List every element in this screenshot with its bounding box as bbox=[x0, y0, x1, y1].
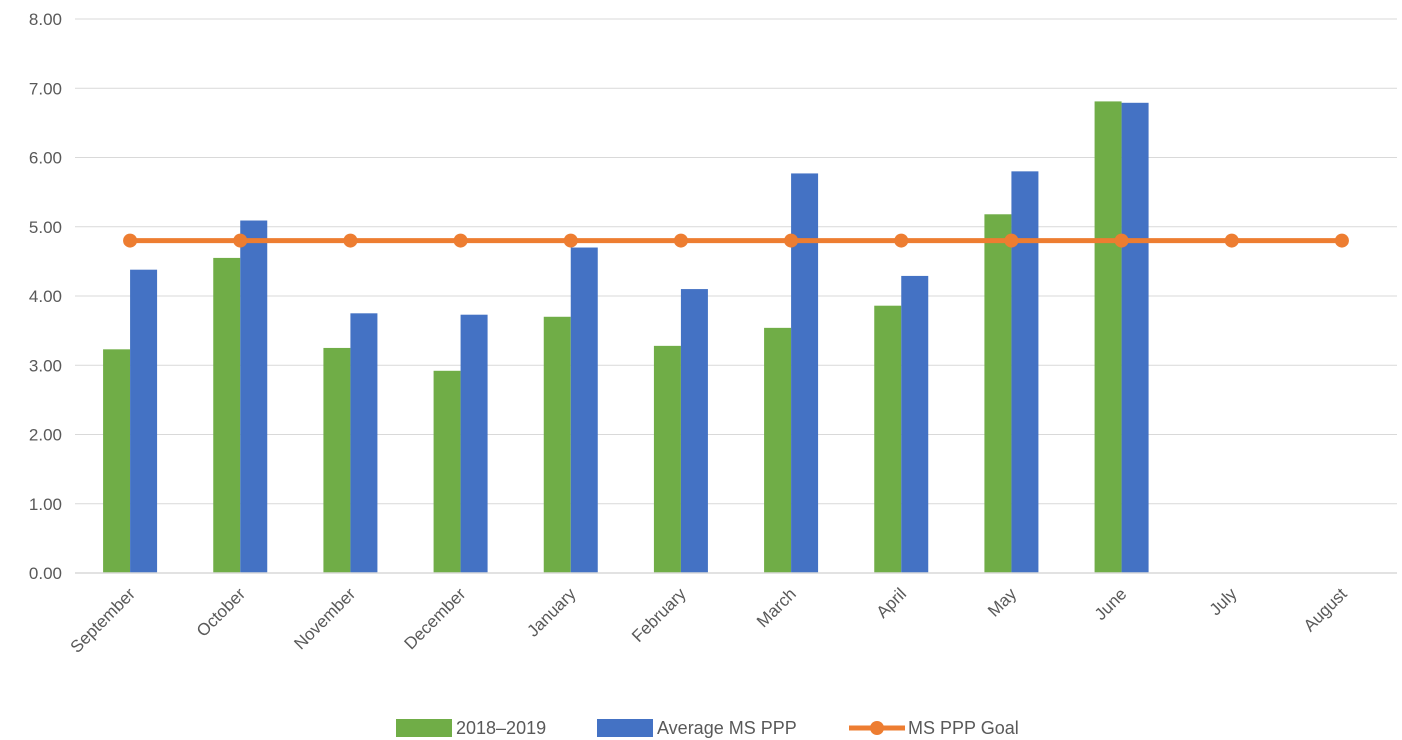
series-point bbox=[343, 233, 358, 248]
legend-swatch bbox=[396, 719, 452, 737]
y-tick-label: 3.00 bbox=[29, 356, 62, 375]
y-tick-label: 6.00 bbox=[29, 149, 62, 168]
bar bbox=[984, 214, 1012, 573]
bar bbox=[130, 269, 158, 573]
bar bbox=[213, 257, 241, 573]
y-tick-label: 5.00 bbox=[29, 218, 62, 237]
bar bbox=[874, 305, 902, 573]
series-point bbox=[784, 233, 799, 248]
series-point bbox=[123, 233, 138, 248]
bar bbox=[240, 220, 268, 573]
gridlines bbox=[75, 18, 1397, 505]
series-point bbox=[563, 233, 578, 248]
x-tick-label: January bbox=[523, 584, 580, 641]
series-point bbox=[894, 233, 909, 248]
y-tick-label: 0.00 bbox=[29, 564, 62, 583]
series-point bbox=[1114, 233, 1129, 248]
series-point bbox=[1004, 233, 1019, 248]
series-point bbox=[1224, 233, 1239, 248]
x-tick-label: July bbox=[1206, 584, 1241, 619]
y-tick-label: 1.00 bbox=[29, 495, 62, 514]
x-tick-label: September bbox=[67, 584, 139, 656]
bar bbox=[570, 247, 598, 573]
y-tick-label: 8.00 bbox=[29, 10, 62, 29]
bar bbox=[901, 275, 929, 573]
bar bbox=[791, 173, 819, 574]
x-tick-label: October bbox=[193, 584, 249, 640]
bar bbox=[1094, 101, 1122, 573]
bar bbox=[323, 347, 351, 573]
bar bbox=[433, 370, 461, 573]
x-tick-label: June bbox=[1091, 584, 1131, 624]
x-tick-label: March bbox=[753, 584, 800, 631]
x-axis-ticks: September October November December January F… bbox=[67, 584, 1351, 657]
x-tick-label: April bbox=[873, 584, 910, 621]
series-point bbox=[233, 233, 248, 248]
legend-swatch bbox=[597, 719, 653, 737]
series-point bbox=[453, 233, 468, 248]
bar bbox=[1011, 171, 1039, 573]
legend: 2018–2019 Average MS PPP MS PPP Goal bbox=[396, 718, 1019, 738]
y-tick-label: 7.00 bbox=[29, 79, 62, 98]
x-tick-label: February bbox=[628, 584, 690, 646]
legend-marker bbox=[870, 721, 884, 735]
bar bbox=[764, 327, 792, 573]
bar bbox=[543, 316, 571, 573]
bar bbox=[680, 289, 708, 573]
legend-label: Average MS PPP bbox=[657, 718, 797, 738]
legend-label: 2018–2019 bbox=[456, 718, 546, 738]
bar bbox=[350, 313, 378, 573]
y-tick-label: 4.00 bbox=[29, 287, 62, 306]
y-tick-label: 2.00 bbox=[29, 426, 62, 445]
x-tick-label: May bbox=[984, 584, 1020, 620]
goal-line-series bbox=[123, 233, 1349, 248]
x-tick-label: August bbox=[1300, 584, 1351, 635]
bar bbox=[460, 314, 488, 573]
legend-label: MS PPP Goal bbox=[908, 718, 1019, 738]
series-point bbox=[1334, 233, 1349, 248]
bar bbox=[653, 345, 681, 573]
bars bbox=[103, 101, 1149, 574]
x-tick-label: December bbox=[401, 584, 470, 653]
y-axis-ticks: 0.00 1.00 2.00 3.00 4.00 5.00 6.00 7.00 8.00 bbox=[29, 10, 62, 583]
bar bbox=[1121, 102, 1149, 573]
x-tick-label: November bbox=[290, 584, 359, 653]
bar bbox=[103, 349, 131, 573]
series-point bbox=[673, 233, 688, 248]
